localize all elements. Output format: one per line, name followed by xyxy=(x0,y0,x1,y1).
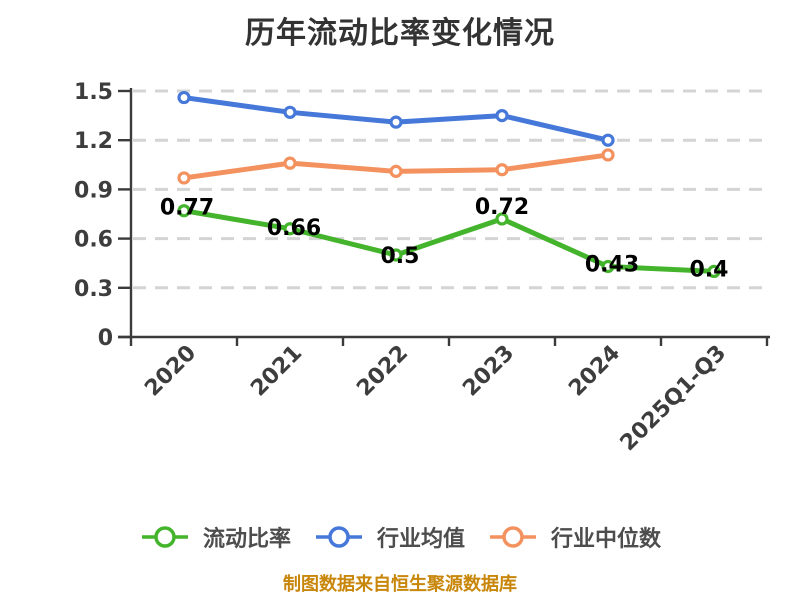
data-point-marker xyxy=(601,148,615,162)
series-line xyxy=(181,208,717,274)
data-point-marker xyxy=(707,264,721,278)
x-tick-label: 2021 xyxy=(246,341,307,402)
data-point-marker xyxy=(495,108,509,123)
x-tick-label: 2020 xyxy=(140,341,201,402)
data-point-marker xyxy=(177,90,191,105)
chart-title: 历年流动比率变化情况 xyxy=(245,16,555,51)
legend-label: 行业均值 xyxy=(376,527,465,552)
chart-legend: 流动比率 行业均值 行业中位数 xyxy=(0,521,800,553)
x-tick-label: 2025Q1-Q3 xyxy=(616,341,732,457)
y-tick-label: 1.5 xyxy=(74,80,113,105)
legend-item-industry-average[interactable]: 行业均值 xyxy=(313,521,465,553)
legend-label: 行业中位数 xyxy=(551,527,662,552)
data-point-label: 0.72 xyxy=(475,195,529,220)
data-point-marker xyxy=(601,259,615,274)
data-point-marker xyxy=(283,105,297,119)
data-point-label: 0.4 xyxy=(690,257,729,282)
y-tick-label: 0.6 xyxy=(74,228,113,253)
line-marker-icon xyxy=(141,526,188,548)
data-point-marker xyxy=(389,115,403,129)
y-tick-label: 1.2 xyxy=(74,129,113,154)
data-point-label: 0.66 xyxy=(267,216,321,241)
data-point-label: 0.77 xyxy=(160,196,214,221)
data-point-label: 0.43 xyxy=(585,252,639,277)
y-tick-label: 0.3 xyxy=(74,277,113,302)
y-tick-label: 0 xyxy=(98,326,113,351)
data-point-marker xyxy=(389,164,403,178)
data-source-caption: 制图数据来自恒生聚源数据库 xyxy=(283,574,517,595)
data-point-label: 0.5 xyxy=(381,244,420,269)
x-tick-label: 2022 xyxy=(352,341,413,402)
data-point-marker xyxy=(495,212,509,226)
legend-item-current-ratio[interactable]: 流动比率 xyxy=(139,521,291,553)
data-point-marker xyxy=(177,171,191,185)
data-point-marker xyxy=(601,133,615,147)
data-point-marker xyxy=(495,163,509,177)
data-point-marker xyxy=(283,156,297,170)
data-point-marker xyxy=(283,222,297,236)
line-marker-icon xyxy=(315,526,362,548)
legend-label: 流动比率 xyxy=(202,527,291,552)
data-point-marker xyxy=(177,204,191,218)
x-tick-label: 2023 xyxy=(458,341,519,402)
x-tick-label: 2024 xyxy=(564,341,625,402)
y-tick-label: 0.9 xyxy=(74,178,113,203)
legend-item-industry-median[interactable]: 行业中位数 xyxy=(487,521,661,553)
data-point-marker xyxy=(389,248,403,262)
line-marker-icon xyxy=(490,526,536,548)
